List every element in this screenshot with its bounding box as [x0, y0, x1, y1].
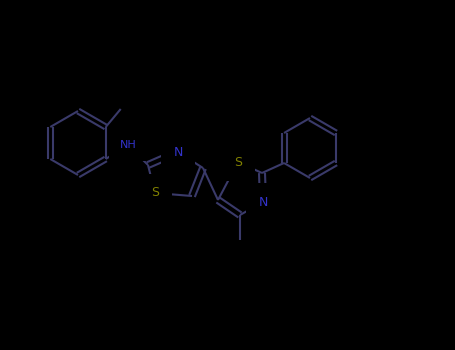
Text: NH: NH	[120, 140, 136, 150]
Text: S: S	[151, 187, 159, 199]
Text: N: N	[173, 146, 183, 159]
Text: N: N	[258, 196, 268, 209]
Text: S: S	[234, 155, 242, 168]
